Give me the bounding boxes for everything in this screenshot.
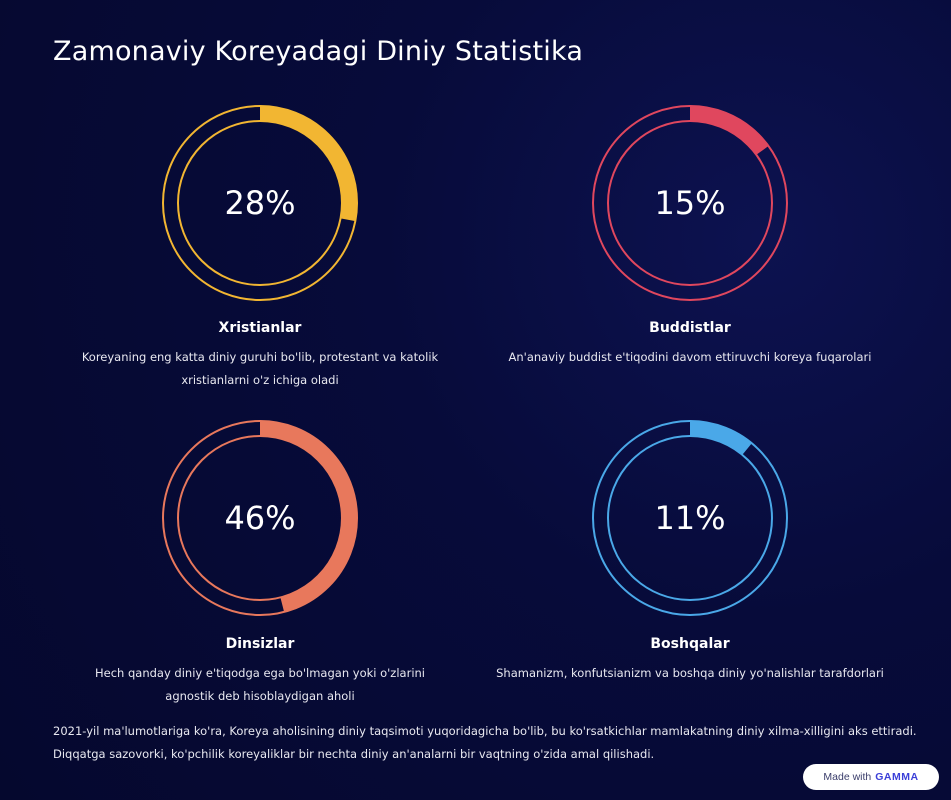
footer-note: 2021-yil ma'lumotlariga ko'ra, Koreya ah… <box>53 724 917 761</box>
badge-prefix: Made with <box>823 771 872 783</box>
donut-others-svg <box>592 420 788 616</box>
stat-desc-nonreligious: Hech qanday diniy e'tiqodga ega bo'lmaga… <box>95 666 425 703</box>
donut-arc <box>260 106 357 222</box>
donut-buddhists-svg <box>592 105 788 301</box>
percent-value: 11% <box>654 499 726 537</box>
stat-desc-christians: Koreyaning eng katta diniy guruhi bo'lib… <box>81 350 439 387</box>
donut-others: 11% <box>590 418 790 618</box>
stat-label-others: Boshqalar <box>650 636 730 652</box>
donut-buddhists: 15% <box>590 103 790 303</box>
gamma-logo: GAMMA <box>875 771 919 783</box>
stat-label-christians: Xristianlar <box>218 320 302 336</box>
donut-nonreligious-svg <box>162 420 358 616</box>
donut-christians-svg <box>162 105 358 301</box>
page-title: Zamonaviy Koreyadagi Diniy Statistika <box>53 36 584 67</box>
donut-arc <box>690 421 752 455</box>
donut-arc <box>690 106 769 155</box>
donut-arc <box>260 421 357 612</box>
stat-desc-buddhists: An'anaviy buddist e'tiqodini davom ettir… <box>508 350 872 364</box>
stat-label-buddhists: Buddistlar <box>649 320 731 336</box>
stat-desc-others: Shamanizm, konfutsianizm va boshqa diniy… <box>496 666 884 680</box>
made-with-gamma-badge[interactable]: Made with GAMMA <box>803 764 939 790</box>
percent-value: 28% <box>224 184 296 222</box>
percent-value: 46% <box>224 499 296 537</box>
donut-nonreligious: 46% <box>160 418 360 618</box>
stat-label-nonreligious: Dinsizlar <box>225 636 295 652</box>
percent-value: 15% <box>654 184 726 222</box>
donut-christians: 28% <box>160 103 360 303</box>
